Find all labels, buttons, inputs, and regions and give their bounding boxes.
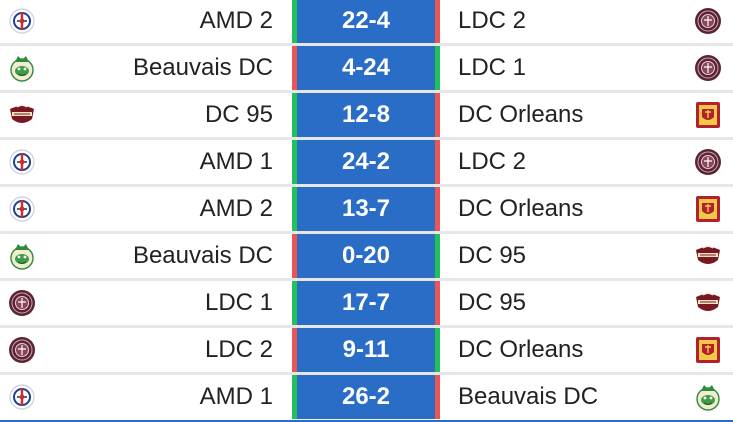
away-team-name[interactable]: LDC 1 (458, 54, 527, 81)
match-score: 0-20 (341, 242, 391, 269)
dc95-logo-icon (8, 101, 36, 129)
match-row[interactable]: AMD 2 13-7 DC Orleans (0, 187, 733, 231)
away-team-name[interactable]: DC Orleans (458, 195, 584, 222)
home-team-name[interactable]: Beauvais DC (132, 54, 273, 81)
match-score: 26-2 (341, 383, 391, 410)
away-team-name[interactable]: DC Orleans (458, 101, 584, 128)
home-result-indicator (292, 140, 297, 184)
match-row[interactable]: DC 95 12-8 DC Orleans (0, 93, 733, 137)
away-team-name[interactable]: DC 95 (458, 289, 527, 316)
match-score: 24-2 (341, 148, 391, 175)
match-score: 4-24 (341, 54, 391, 81)
match-row[interactable]: AMD 2 22-4 LDC 2 (0, 0, 733, 43)
home-team-name[interactable]: DC 95 (204, 101, 273, 128)
row-separator (0, 231, 733, 234)
home-team-name[interactable]: Beauvais DC (132, 242, 273, 269)
score-cell[interactable]: 17-7 (292, 281, 440, 325)
row-separator (0, 372, 733, 375)
away-result-indicator (435, 281, 440, 325)
match-score: 22-4 (341, 7, 391, 34)
away-team-name[interactable]: DC Orleans (458, 336, 584, 363)
amd-logo-icon (8, 195, 36, 223)
score-cell[interactable]: 13-7 (292, 187, 440, 231)
ldc-logo-icon (694, 7, 722, 35)
match-row[interactable]: AMD 1 24-2 LDC 2 (0, 140, 733, 184)
beauvais-dc-logo-icon (8, 242, 36, 270)
home-result-indicator (292, 46, 297, 90)
home-team-name[interactable]: AMD 1 (199, 383, 273, 410)
row-separator (0, 184, 733, 187)
score-cell[interactable]: 9-11 (292, 328, 440, 372)
match-row[interactable]: LDC 2 9-11 DC Orleans (0, 328, 733, 372)
score-cell[interactable]: 24-2 (292, 140, 440, 184)
dc95-logo-icon (694, 289, 722, 317)
home-result-indicator (292, 375, 297, 419)
home-team-name[interactable]: AMD 1 (199, 148, 273, 175)
score-cell[interactable]: 12-8 (292, 93, 440, 137)
row-separator (0, 43, 733, 46)
away-result-indicator (435, 375, 440, 419)
ldc-logo-icon (8, 336, 36, 364)
home-result-indicator (292, 187, 297, 231)
away-team-name[interactable]: LDC 2 (458, 148, 527, 175)
match-score: 17-7 (341, 289, 391, 316)
score-cell[interactable]: 22-4 (292, 0, 440, 43)
away-team-name[interactable]: DC 95 (458, 242, 527, 269)
score-cell[interactable]: 26-2 (292, 375, 440, 419)
ldc-logo-icon (8, 289, 36, 317)
row-separator (0, 90, 733, 93)
match-score: 9-11 (342, 336, 390, 363)
ldc-logo-icon (694, 54, 722, 82)
home-team-name[interactable]: AMD 2 (199, 195, 273, 222)
away-team-name[interactable]: Beauvais DC (458, 383, 599, 410)
dc-orleans-logo-icon (694, 336, 722, 364)
away-result-indicator (435, 328, 440, 372)
dc-orleans-logo-icon (694, 101, 722, 129)
amd-logo-icon (8, 148, 36, 176)
home-result-indicator (292, 0, 297, 43)
match-score: 13-7 (341, 195, 391, 222)
dc-orleans-logo-icon (694, 195, 722, 223)
away-result-indicator (435, 46, 440, 90)
match-row[interactable]: Beauvais DC 0-20 DC 95 (0, 234, 733, 278)
dc95-logo-icon (694, 242, 722, 270)
away-result-indicator (435, 140, 440, 184)
home-team-name[interactable]: LDC 1 (204, 289, 273, 316)
amd-logo-icon (8, 7, 36, 35)
match-row[interactable]: LDC 1 17-7 DC 95 (0, 281, 733, 325)
ldc-logo-icon (694, 148, 722, 176)
match-score: 12-8 (341, 101, 391, 128)
away-result-indicator (435, 187, 440, 231)
home-result-indicator (292, 93, 297, 137)
beauvais-dc-logo-icon (8, 54, 36, 82)
away-result-indicator (435, 234, 440, 278)
home-team-name[interactable]: LDC 2 (204, 336, 273, 363)
amd-logo-icon (8, 383, 36, 411)
away-result-indicator (435, 0, 440, 43)
home-team-name[interactable]: AMD 2 (199, 7, 273, 34)
home-result-indicator (292, 328, 297, 372)
match-row[interactable]: AMD 1 26-2 Beauvais DC (0, 375, 733, 419)
score-cell[interactable]: 4-24 (292, 46, 440, 90)
home-result-indicator (292, 234, 297, 278)
match-row[interactable]: Beauvais DC 4-24 LDC 1 (0, 46, 733, 90)
away-result-indicator (435, 93, 440, 137)
row-separator (0, 137, 733, 140)
home-result-indicator (292, 281, 297, 325)
row-separator (0, 278, 733, 281)
away-team-name[interactable]: LDC 2 (458, 7, 527, 34)
beauvais-dc-logo-icon (694, 383, 722, 411)
row-separator (0, 325, 733, 328)
score-cell[interactable]: 0-20 (292, 234, 440, 278)
